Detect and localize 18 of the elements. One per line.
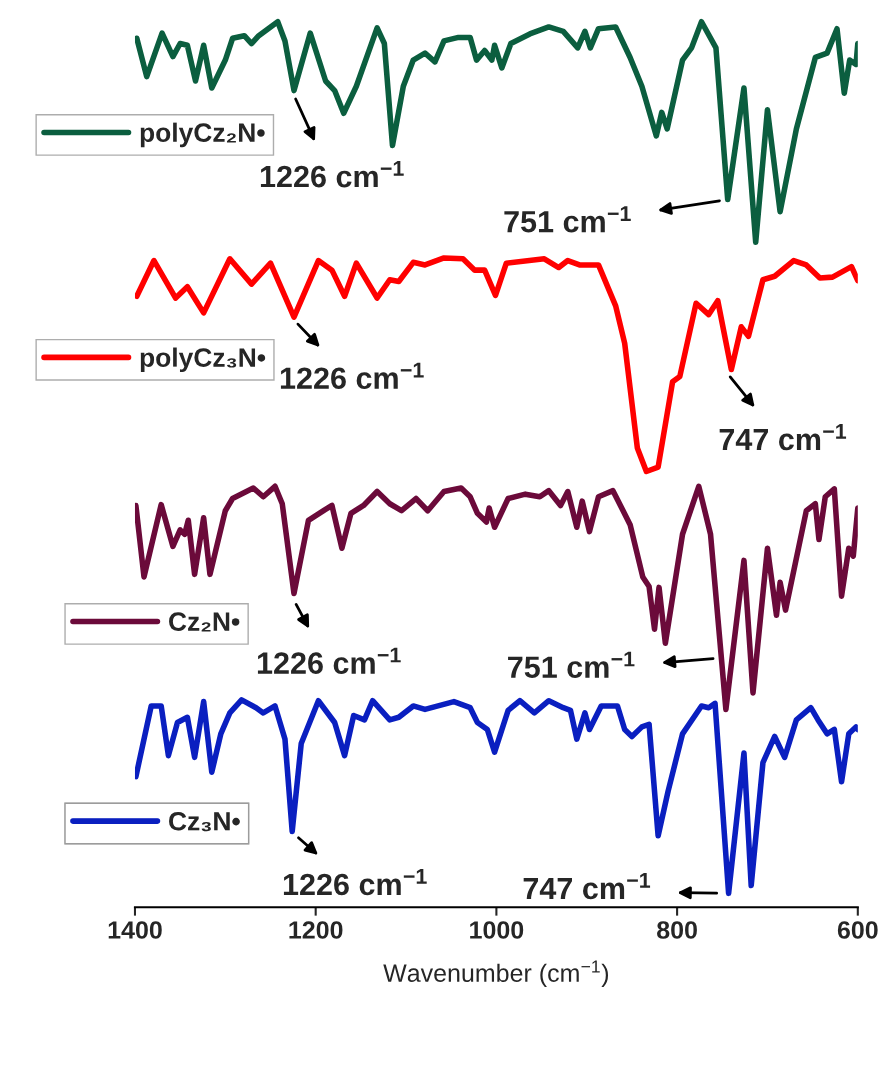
- x-axis-title: Wavenumber (cm$^{−1}$): [383, 960, 609, 987]
- legend-label: Cz₃N•: [169, 811, 240, 832]
- legend-label: polyCz₃N•: [140, 347, 266, 373]
- x-tick-label: 1200: [289, 921, 343, 939]
- legend-label: Cz₂N•: [169, 612, 240, 632]
- annotation: 751 cm$^{−1}$: [508, 651, 635, 678]
- annotation: 751 cm$^{−1}$: [504, 206, 631, 233]
- x-tick-label: 1400: [108, 921, 162, 939]
- annotation: 747 cm$^{−1}$: [719, 424, 847, 451]
- x-tick-label: 800: [657, 921, 697, 939]
- x-tick-label: 600: [837, 921, 878, 939]
- x-tick-label: 1000: [470, 921, 524, 939]
- annotation: 747 cm$^{−1}$: [523, 872, 651, 900]
- annotation: 1226 cm$^{−1}$: [283, 868, 427, 896]
- annotation: 1226 cm$^{−1}$: [260, 161, 404, 188]
- legend-label: polyCz₂N•: [140, 122, 265, 148]
- annotation: 1226 cm$^{−1}$: [280, 362, 424, 390]
- annotation: 1226 cm$^{−1}$: [257, 647, 401, 674]
